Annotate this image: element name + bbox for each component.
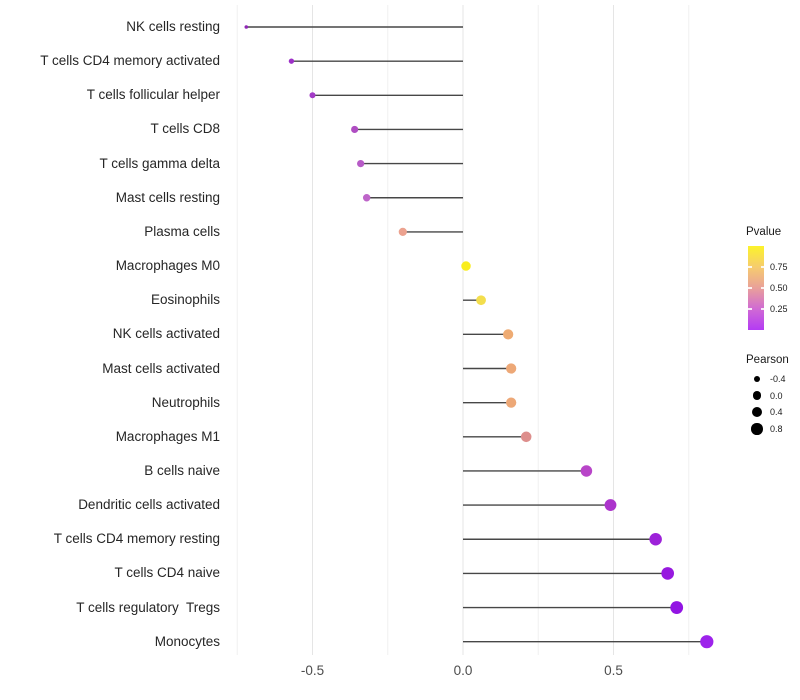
category-label: Neutrophils bbox=[151, 394, 220, 410]
lollipop-dot bbox=[362, 194, 371, 202]
lollipop-dot bbox=[506, 363, 517, 374]
colorbar-tick-label: 0.25 bbox=[770, 304, 788, 314]
x-tick-label: -0.5 bbox=[300, 663, 325, 678]
size-legend-dot bbox=[753, 375, 761, 383]
lollipop-dot bbox=[357, 159, 365, 168]
colorbar-tick bbox=[748, 308, 752, 310]
lollipop-dot bbox=[604, 499, 617, 512]
lollipop-dot bbox=[506, 397, 517, 408]
lollipop-dot bbox=[244, 25, 249, 29]
category-label: Macrophages M0 bbox=[115, 258, 220, 274]
lollipop-dot bbox=[700, 635, 714, 649]
category-label: NK cells activated bbox=[112, 326, 220, 342]
pvalue-legend-title: Pvalue bbox=[746, 226, 782, 238]
colorbar-tick-label: 0.50 bbox=[770, 283, 788, 293]
colorbar-tick bbox=[760, 266, 764, 268]
size-legend-dot bbox=[752, 391, 762, 400]
colorbar-tick bbox=[748, 287, 752, 289]
category-label: T cells CD8 bbox=[150, 121, 220, 137]
category-label: Mast cells resting bbox=[115, 189, 220, 205]
lollipop-dot bbox=[649, 532, 662, 546]
category-label: T cells CD4 memory activated bbox=[40, 53, 220, 69]
category-label: Macrophages M1 bbox=[115, 428, 220, 444]
pearson-legend-title: Pearson bbox=[746, 354, 789, 366]
x-tick-label: 0.5 bbox=[604, 663, 623, 678]
colorbar-tick bbox=[760, 308, 764, 310]
size-legend-label: -0.4 bbox=[770, 374, 786, 384]
lollipop-dot bbox=[309, 92, 316, 99]
pvalue-colorbar bbox=[748, 246, 764, 330]
category-label: T cells regulatory Tregs bbox=[76, 599, 220, 615]
colorbar-tick bbox=[748, 266, 752, 268]
category-label: Mast cells activated bbox=[102, 360, 220, 376]
category-label: Dendritic cells activated bbox=[78, 497, 220, 513]
category-label: T cells CD4 memory resting bbox=[53, 531, 220, 547]
lollipop-dot bbox=[461, 261, 471, 271]
category-label: NK cells resting bbox=[126, 19, 220, 34]
colorbar-tick bbox=[760, 287, 764, 289]
lollipop-dot bbox=[351, 125, 359, 134]
lollipop-dot bbox=[580, 465, 593, 477]
size-legend-label: 0.8 bbox=[770, 424, 783, 434]
colorbar-tick-label: 0.75 bbox=[770, 262, 788, 272]
lollipop-dot bbox=[288, 58, 295, 64]
lollipop-dot bbox=[398, 227, 407, 237]
category-label: Eosinophils bbox=[150, 292, 220, 308]
size-legend-dot bbox=[751, 423, 763, 435]
category-label: B cells naive bbox=[144, 462, 220, 478]
x-tick-label: 0.0 bbox=[453, 663, 473, 678]
category-label: T cells follicular helper bbox=[86, 87, 220, 103]
size-legend-label: 0.4 bbox=[770, 407, 783, 417]
size-legend-label: 0.0 bbox=[770, 390, 783, 401]
lollipop-dot bbox=[661, 567, 675, 580]
category-label: T cells gamma delta bbox=[99, 155, 220, 171]
category-label: Monocytes bbox=[154, 633, 220, 649]
category-label: T cells CD4 naive bbox=[114, 565, 220, 581]
lollipop-dot bbox=[520, 431, 532, 443]
lollipop-dot bbox=[503, 329, 514, 340]
lollipop-dot bbox=[670, 601, 684, 614]
lollipop-dot bbox=[476, 295, 486, 306]
size-legend-dot bbox=[752, 407, 762, 417]
category-label: Plasma cells bbox=[144, 223, 220, 239]
